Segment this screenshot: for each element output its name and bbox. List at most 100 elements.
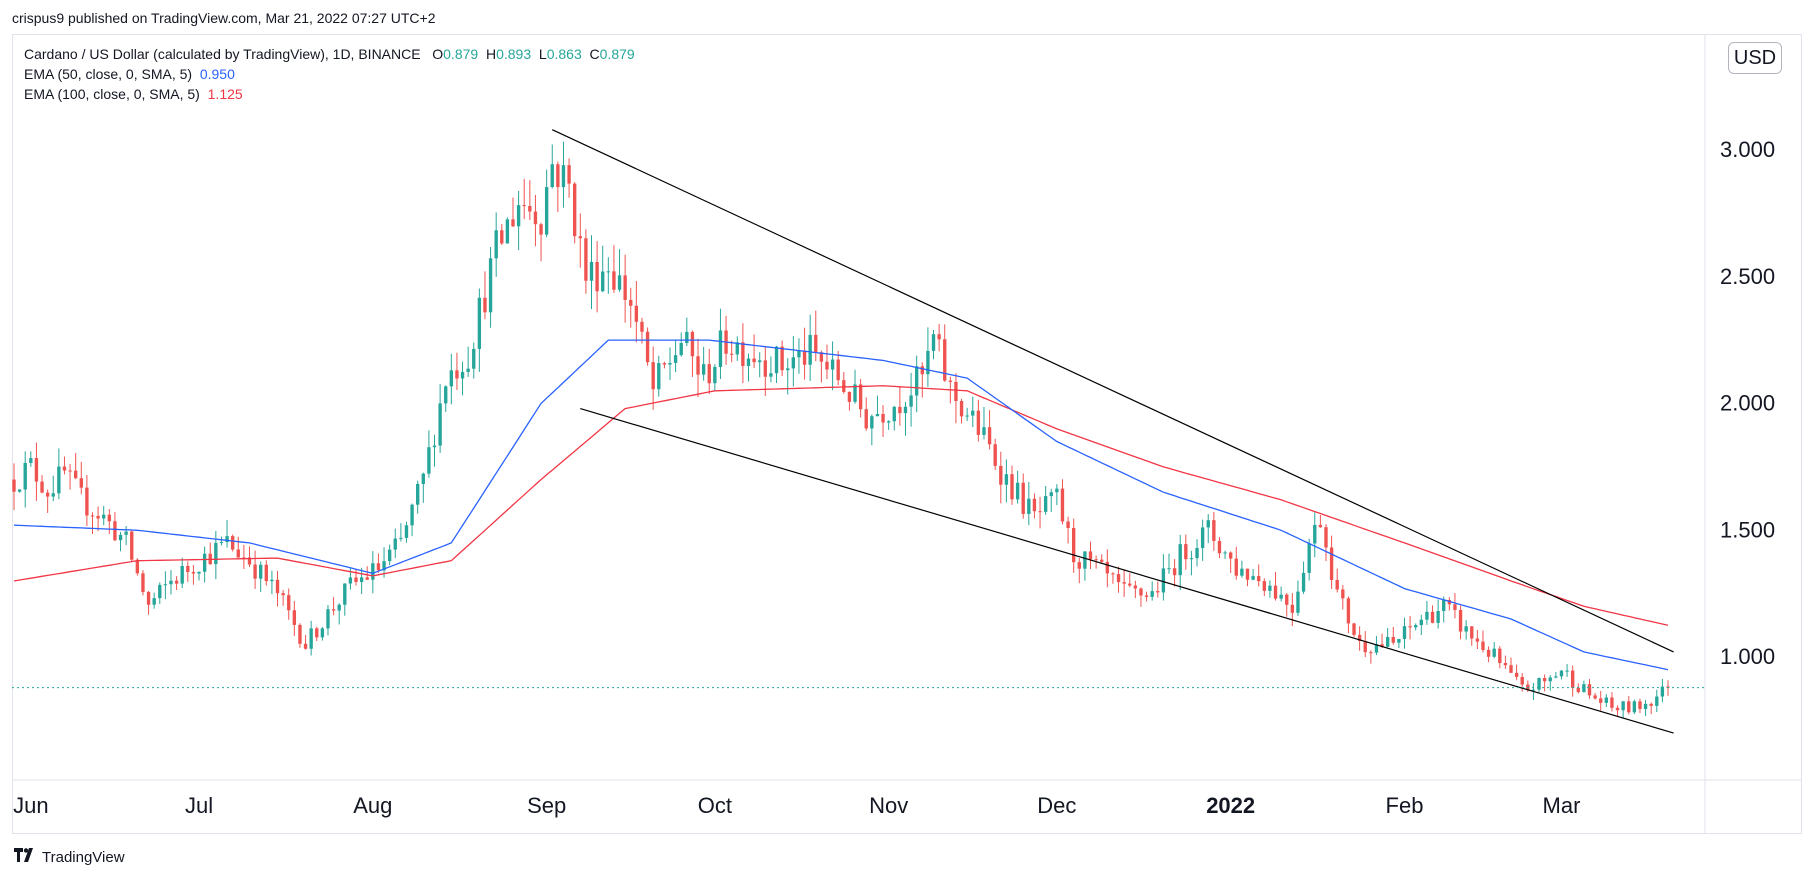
candle-body (113, 521, 117, 541)
candle-body (242, 557, 246, 559)
candle-body (909, 395, 913, 407)
candle-body (315, 628, 319, 638)
candle-body (264, 564, 268, 582)
candle-body (404, 525, 409, 538)
tradingview-logo[interactable]: TradingView (14, 848, 125, 866)
candle-body (1139, 588, 1143, 596)
candle-body (90, 515, 95, 517)
candle-body (786, 368, 790, 371)
trendline-upper (551, 129, 1674, 653)
candle-body (141, 573, 145, 592)
candle-body (1200, 527, 1205, 548)
candle-body (1542, 678, 1547, 682)
candle-body (1105, 561, 1110, 574)
legend-ema100-row[interactable]: EMA (100, close, 0, SMA, 5) 1.125 (24, 84, 635, 104)
candle-body (505, 219, 510, 244)
candle-body (303, 643, 308, 649)
candle-body (578, 236, 582, 239)
candle-body (107, 514, 111, 522)
time-tick-label: Aug (353, 793, 392, 818)
candle-body (130, 531, 134, 560)
candle-body (118, 534, 123, 541)
candle-body (746, 358, 751, 366)
time-tick-label: Oct (698, 793, 732, 818)
candle-body (1262, 581, 1266, 591)
candle-body (617, 275, 622, 290)
candle-body (202, 553, 207, 572)
candle-body (337, 604, 341, 611)
candle-body (1419, 619, 1423, 626)
candle-body (769, 373, 773, 377)
ema50-line (13, 339, 1669, 671)
candle-body (954, 381, 958, 402)
candle-body (567, 165, 571, 184)
candle-body (791, 357, 796, 369)
candle-body (1010, 474, 1014, 500)
candle-body (17, 489, 22, 492)
candle-body (1548, 677, 1552, 682)
price-tick-label: 2.000 (1720, 391, 1775, 416)
candle-body (449, 370, 454, 387)
candle-body (354, 577, 358, 583)
candle-body (808, 334, 812, 365)
candle-body (533, 211, 538, 225)
tradingview-logo-text: TradingView (42, 848, 125, 866)
candle-body (629, 299, 633, 306)
candle-body (802, 350, 807, 365)
candle-body (886, 421, 891, 423)
candle-body (1655, 696, 1659, 706)
candle-body (1498, 648, 1502, 663)
candle-body (281, 593, 285, 596)
candle-body (270, 579, 274, 582)
candle-body (1083, 551, 1087, 569)
candle-body (1184, 544, 1188, 560)
candle-body (797, 350, 801, 358)
candle-body (96, 515, 100, 519)
candle-body (774, 346, 779, 374)
candle-body (1352, 623, 1356, 635)
ema100-value: 1.125 (207, 86, 243, 102)
candle-body (1391, 636, 1395, 643)
candle-body (1414, 625, 1418, 628)
candle-body (1453, 604, 1457, 610)
candle-body (253, 564, 257, 579)
time-tick-label: Jul (185, 793, 213, 818)
candle-body (993, 444, 997, 466)
candle-body (1234, 558, 1238, 576)
candle-body (45, 492, 50, 497)
candle-body (1004, 474, 1009, 485)
candle-body (292, 610, 297, 625)
candle-body (696, 356, 700, 375)
candle-body (359, 577, 364, 583)
candle-body (1257, 576, 1261, 582)
low-label: L (538, 46, 547, 62)
candle-body (1442, 599, 1446, 611)
candle-body (376, 563, 381, 571)
publish-attribution: crispus9 published on TradingView.com, M… (12, 10, 436, 26)
candle-body (1475, 638, 1480, 642)
candle-body (735, 342, 739, 355)
candle-body (483, 297, 487, 313)
candle-body (847, 391, 852, 402)
candle-body (931, 334, 936, 351)
candle-body (1077, 562, 1081, 569)
currency-badge[interactable]: USD (1728, 42, 1782, 74)
candle-body (898, 406, 902, 414)
candle-body (343, 583, 347, 605)
candle-body (544, 187, 549, 235)
candle-body (1290, 604, 1295, 613)
candle-body (662, 363, 667, 365)
candle-body (219, 542, 224, 544)
candle-body (1559, 670, 1564, 677)
candle-body (1245, 568, 1250, 580)
candle-body (528, 206, 532, 212)
legend-ema50-row[interactable]: EMA (50, close, 0, SMA, 5) 0.950 (24, 64, 635, 84)
close-value: 0.879 (599, 46, 635, 62)
candle-body (1296, 591, 1300, 613)
candle-body (455, 370, 459, 379)
candle-body (51, 493, 55, 497)
candle-body (247, 557, 252, 565)
candle-body (1240, 568, 1244, 576)
candle-body (875, 414, 880, 417)
